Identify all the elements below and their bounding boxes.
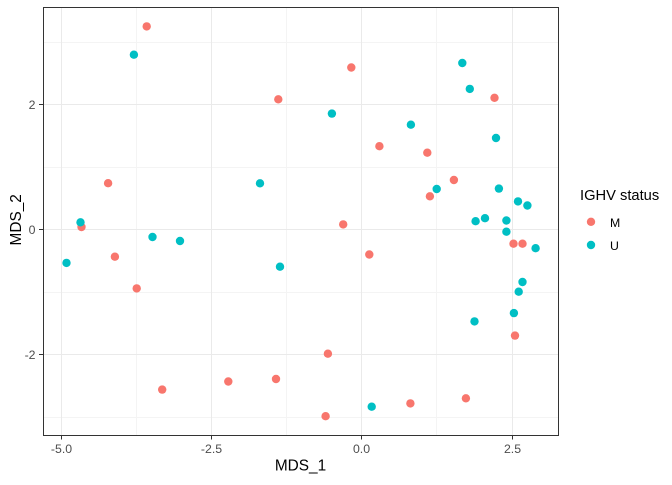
svg-text:IGHV status: IGHV status: [580, 188, 659, 204]
svg-text:U: U: [610, 239, 619, 253]
svg-text:MDS_2: MDS_2: [8, 194, 25, 245]
svg-text:-5.0: -5.0: [51, 442, 72, 456]
svg-text:-2: -2: [25, 348, 36, 362]
svg-text:0.0: 0.0: [353, 442, 370, 456]
svg-text:0: 0: [29, 223, 36, 237]
svg-text:2.5: 2.5: [504, 442, 521, 456]
svg-text:MDS_1: MDS_1: [275, 457, 326, 474]
svg-text:-2.5: -2.5: [201, 442, 222, 456]
svg-text:2: 2: [29, 98, 36, 112]
svg-text:M: M: [610, 216, 620, 230]
